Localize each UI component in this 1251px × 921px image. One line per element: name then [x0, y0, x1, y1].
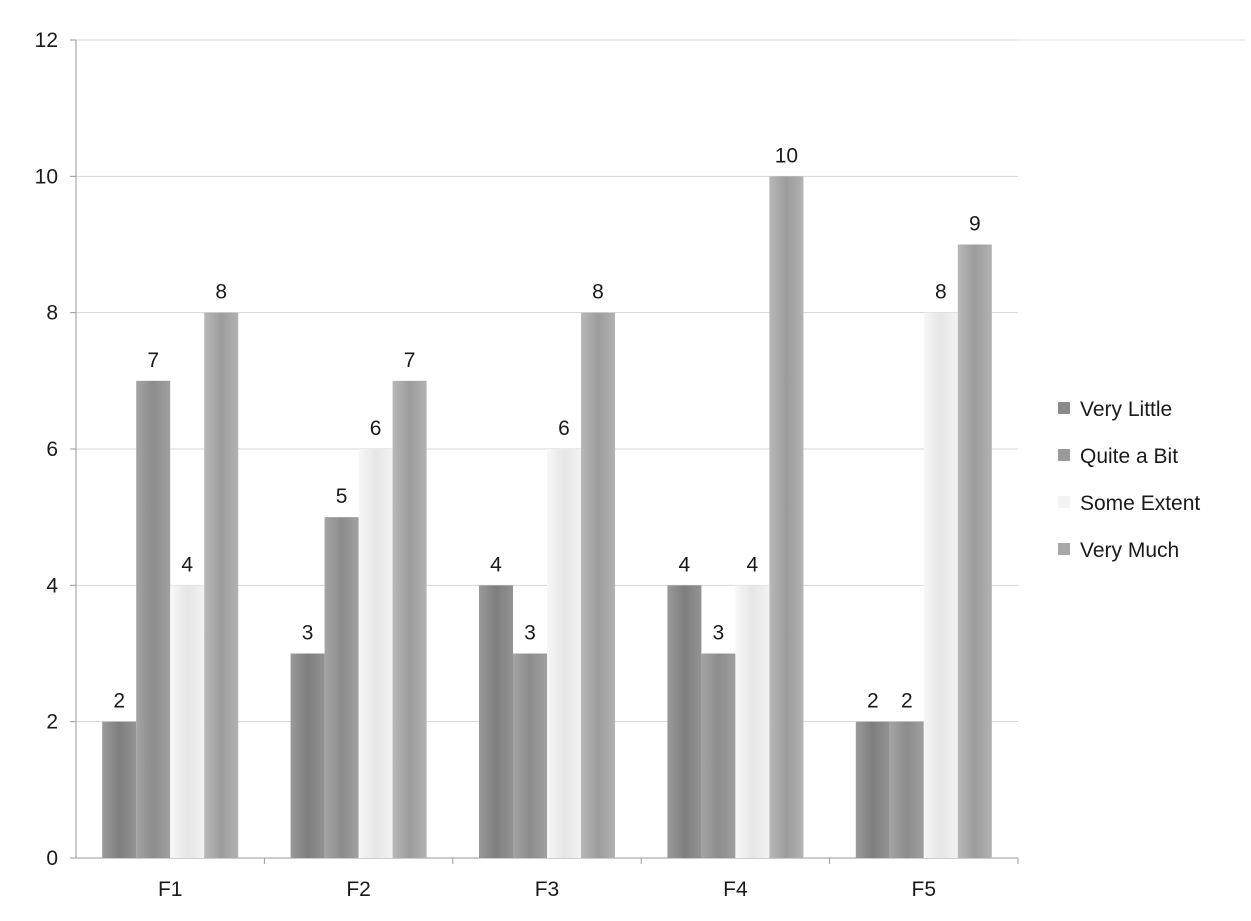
legend-label-very-much: Very Much [1080, 539, 1179, 562]
legend-label-some-extent: Some Extent [1080, 492, 1200, 515]
y-tick-label-0: 0 [46, 847, 58, 870]
legend-swatch-very-much [1058, 543, 1070, 555]
bar-F1-some-extent [170, 585, 205, 858]
bar-F4-quite-a-bit [701, 653, 736, 858]
data-label-F2-very-little: 3 [302, 622, 314, 645]
data-label-F1-some-extent: 4 [181, 553, 193, 576]
data-label-F1-quite-a-bit: 7 [147, 349, 159, 372]
x-tick-label-F4: F4 [723, 878, 748, 901]
x-tick-label-F2: F2 [346, 878, 371, 901]
bar-F4-some-extent [735, 585, 770, 858]
data-label-F4-very-little: 4 [679, 553, 691, 576]
bar-F3-quite-a-bit [513, 653, 547, 858]
bar-F4-very-little [667, 585, 702, 858]
bar-F2-very-little [290, 653, 325, 858]
legend-swatch-very-little [1058, 402, 1070, 414]
bar-F3-very-much [581, 312, 615, 859]
bar-F2-some-extent [358, 449, 393, 858]
y-tick-label-6: 6 [46, 438, 58, 461]
y-tick-label-10: 10 [35, 165, 58, 188]
y-tick-label-4: 4 [46, 574, 58, 597]
bar-F5-very-much [957, 244, 992, 858]
bar-F1-very-little [102, 721, 137, 858]
data-label-F5-very-much: 9 [969, 213, 981, 236]
y-tick-label-8: 8 [46, 302, 58, 325]
data-label-F2-very-much: 7 [404, 349, 416, 372]
data-label-F3-very-much: 8 [592, 281, 604, 304]
legend-swatch-some-extent [1058, 496, 1070, 508]
legend-swatch-quite-a-bit [1058, 449, 1070, 461]
y-tick-label-12: 12 [35, 29, 58, 52]
data-label-F4-some-extent: 4 [747, 553, 759, 576]
y-tick-label-2: 2 [46, 711, 58, 734]
data-label-F3-very-little: 4 [490, 553, 502, 576]
data-label-F2-some-extent: 6 [370, 417, 382, 440]
bar-F3-some-extent [547, 449, 581, 858]
bar-F3-very-little [479, 585, 513, 858]
data-label-F4-very-much: 10 [775, 144, 798, 167]
data-label-F5-quite-a-bit: 2 [901, 690, 913, 713]
data-label-F4-quite-a-bit: 3 [713, 622, 725, 645]
x-tick-label-F3: F3 [535, 878, 560, 901]
bar-F5-quite-a-bit [889, 721, 924, 858]
data-label-F3-quite-a-bit: 3 [524, 622, 536, 645]
data-label-F5-some-extent: 8 [935, 281, 947, 304]
bar-F5-some-extent [923, 312, 958, 859]
data-label-F2-quite-a-bit: 5 [336, 485, 348, 508]
legend-label-very-little: Very Little [1080, 398, 1172, 421]
x-tick-label-F1: F1 [158, 878, 183, 901]
bar-F2-very-much [392, 380, 427, 858]
data-label-F5-very-little: 2 [867, 690, 879, 713]
data-label-F1-very-little: 2 [113, 690, 125, 713]
x-tick-label-F5: F5 [912, 878, 937, 901]
bar-F1-very-much [204, 312, 239, 859]
legend: Very Little Quite a Bit Some Extent Very Mu… [1058, 398, 1200, 562]
legend-label-quite-a-bit: Quite a Bit [1080, 445, 1178, 468]
bars [102, 176, 992, 859]
data-label-F1-very-much: 8 [215, 281, 227, 304]
bar-F2-quite-a-bit [324, 517, 359, 858]
bar-F4-very-much [769, 176, 804, 859]
data-label-F3-some-extent: 6 [558, 417, 570, 440]
bar-F1-quite-a-bit [136, 380, 171, 858]
bar-F5-very-little [855, 721, 890, 858]
